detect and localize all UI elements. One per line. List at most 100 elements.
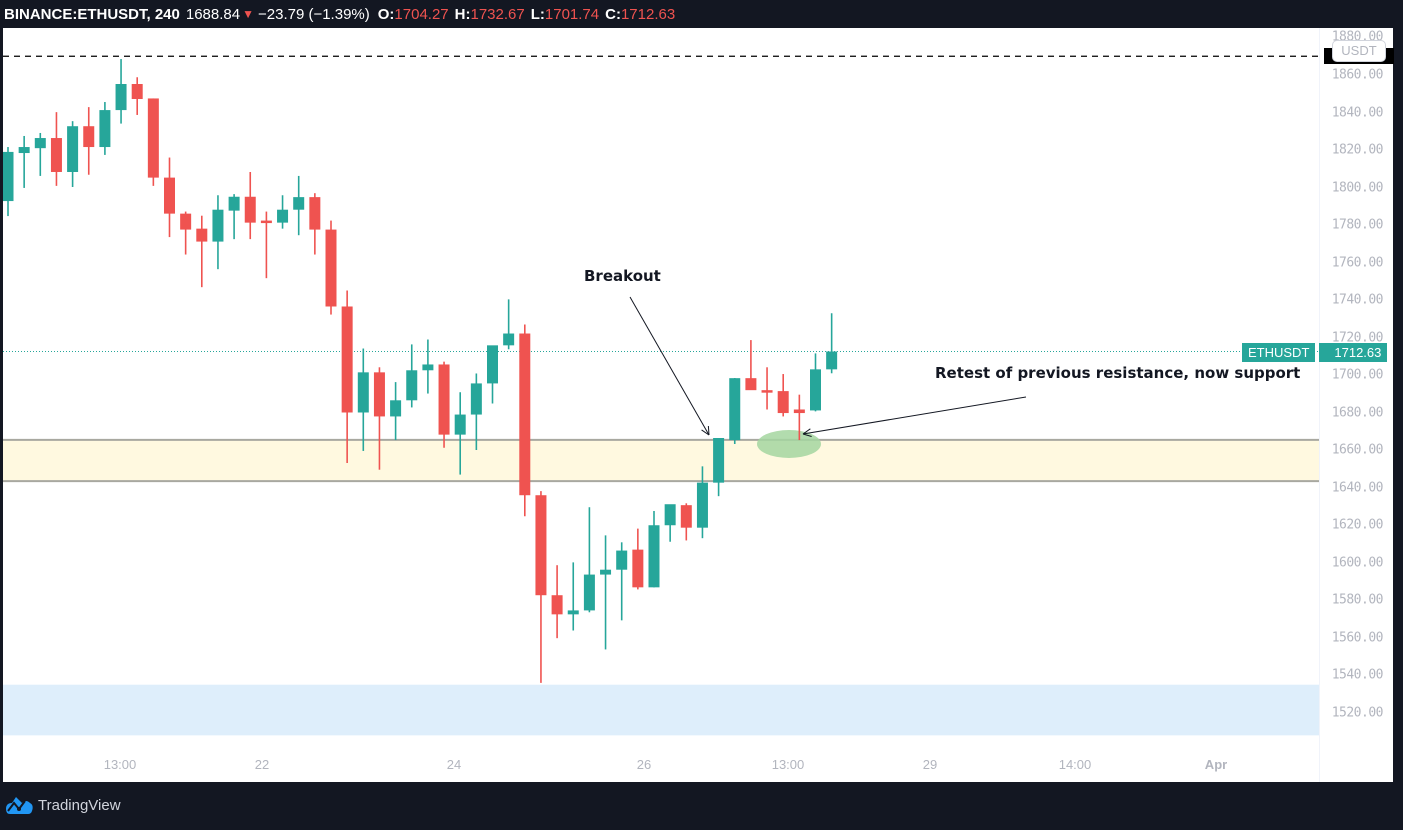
candle[interactable] xyxy=(826,313,838,374)
breakout-annotation[interactable]: Breakout xyxy=(584,267,661,285)
last-price: 1688.84 xyxy=(185,5,241,23)
candle[interactable] xyxy=(309,193,321,255)
candle[interactable] xyxy=(487,345,498,404)
candle[interactable] xyxy=(761,367,773,410)
price-tick: 1820.00 xyxy=(1331,142,1384,158)
candle[interactable] xyxy=(632,528,644,590)
candle[interactable] xyxy=(228,194,240,240)
price-tick: 1860.00 xyxy=(1331,67,1384,83)
price-tick: 1680.00 xyxy=(1331,405,1384,421)
breakout-arrow[interactable] xyxy=(629,296,710,436)
candle[interactable] xyxy=(551,565,563,639)
candle[interactable] xyxy=(244,171,256,240)
high-label: H: xyxy=(454,5,471,23)
price-tick: 1640.00 xyxy=(1331,480,1384,496)
price-tick: 1620.00 xyxy=(1331,517,1384,533)
price-tag-symbol: ETHUSDT xyxy=(1242,343,1316,362)
candle[interactable] xyxy=(147,98,159,186)
price-tick: 1720.00 xyxy=(1331,330,1384,346)
candle[interactable] xyxy=(83,107,95,175)
candle[interactable] xyxy=(713,438,725,497)
open-value: 1704.27 xyxy=(394,5,449,23)
candle[interactable] xyxy=(616,542,628,621)
candle[interactable] xyxy=(131,77,143,115)
candle[interactable] xyxy=(18,135,30,188)
candle[interactable] xyxy=(438,361,450,448)
candle[interactable] xyxy=(406,344,418,408)
brand-name: TradingView xyxy=(38,796,121,814)
candle[interactable] xyxy=(325,220,337,315)
candle[interactable] xyxy=(470,373,482,451)
time-tick: 14:00 xyxy=(1058,757,1092,772)
candle[interactable] xyxy=(373,367,385,470)
candle[interactable] xyxy=(680,503,692,541)
currency-button[interactable]: USDT xyxy=(1332,40,1386,62)
candlestick-plot[interactable] xyxy=(3,28,1393,782)
candle[interactable] xyxy=(583,507,595,613)
price-tag-value: 1712.63 xyxy=(1319,343,1388,362)
triangle-down-icon: ▼ xyxy=(242,7,254,21)
price-tick: 1700.00 xyxy=(1331,367,1384,383)
candle[interactable] xyxy=(745,340,757,391)
candle[interactable] xyxy=(729,377,741,445)
candle[interactable] xyxy=(67,121,79,187)
candle[interactable] xyxy=(212,195,224,270)
candle[interactable] xyxy=(422,339,434,394)
price-tick: 1520.00 xyxy=(1331,705,1384,721)
retest-annotation[interactable]: Retest of previous resistance, now suppo… xyxy=(935,364,1301,382)
candle[interactable] xyxy=(810,353,821,412)
price-change: −23.79 (−1.39%) xyxy=(258,5,370,23)
candle[interactable] xyxy=(99,102,111,155)
symbol-header: BINANCE:ETHUSDT, 240 1688.84 ▼ −23.79 (−… xyxy=(0,0,1403,28)
price-tick: 1540.00 xyxy=(1331,667,1384,683)
last-price-tag: ETHUSDT 1712.63 xyxy=(1242,343,1388,362)
candle[interactable] xyxy=(535,491,547,683)
candle[interactable] xyxy=(567,562,579,631)
lower-zone[interactable] xyxy=(3,684,1319,736)
candle[interactable] xyxy=(357,348,369,451)
candle[interactable] xyxy=(34,132,46,176)
open-label: O: xyxy=(377,5,395,23)
low-value: 1701.74 xyxy=(544,5,600,23)
price-tick: 1760.00 xyxy=(1331,255,1384,271)
candle[interactable] xyxy=(260,211,272,279)
price-tick: 1560.00 xyxy=(1331,630,1384,646)
price-tick: 1660.00 xyxy=(1331,442,1384,458)
retest-arrow[interactable] xyxy=(802,396,1027,435)
candle[interactable] xyxy=(600,535,612,650)
time-tick: 22 xyxy=(254,757,270,772)
chart-pane[interactable]: 1880.00 1860.00 1840.00 1820.00 1800.00 1780.… xyxy=(3,28,1394,782)
candle[interactable] xyxy=(180,211,192,255)
candle[interactable] xyxy=(3,147,14,217)
candle[interactable] xyxy=(50,112,62,186)
candle[interactable] xyxy=(293,175,305,236)
candle[interactable] xyxy=(164,157,175,238)
candle[interactable] xyxy=(519,324,531,517)
retest-highlight[interactable] xyxy=(757,430,821,458)
candle[interactable] xyxy=(503,299,515,350)
candle[interactable] xyxy=(196,215,208,288)
candle[interactable] xyxy=(390,382,402,441)
candle[interactable] xyxy=(277,195,289,229)
close-label: C: xyxy=(605,5,621,23)
time-tick: 24 xyxy=(446,757,462,772)
candle[interactable] xyxy=(664,504,676,542)
candle[interactable] xyxy=(648,510,660,588)
time-tick: Apr xyxy=(1204,757,1228,772)
tradingview-brand: TradingView xyxy=(4,795,121,815)
time-tick: 26 xyxy=(636,757,652,772)
support-zone[interactable] xyxy=(3,439,1319,482)
price-tick: 1600.00 xyxy=(1331,555,1384,571)
candle[interactable] xyxy=(793,394,805,441)
price-tick: 1800.00 xyxy=(1331,180,1384,196)
price-tick: 1740.00 xyxy=(1331,292,1384,308)
symbol-title[interactable]: BINANCE:ETHUSDT, 240 xyxy=(4,5,180,23)
candle[interactable] xyxy=(696,466,708,539)
time-tick: 29 xyxy=(922,757,938,772)
time-tick: 13:00 xyxy=(103,757,137,772)
candle[interactable] xyxy=(777,374,789,417)
candle[interactable] xyxy=(115,59,127,124)
candle[interactable] xyxy=(341,290,353,463)
low-label: L: xyxy=(530,5,545,23)
candle[interactable] xyxy=(454,392,466,475)
